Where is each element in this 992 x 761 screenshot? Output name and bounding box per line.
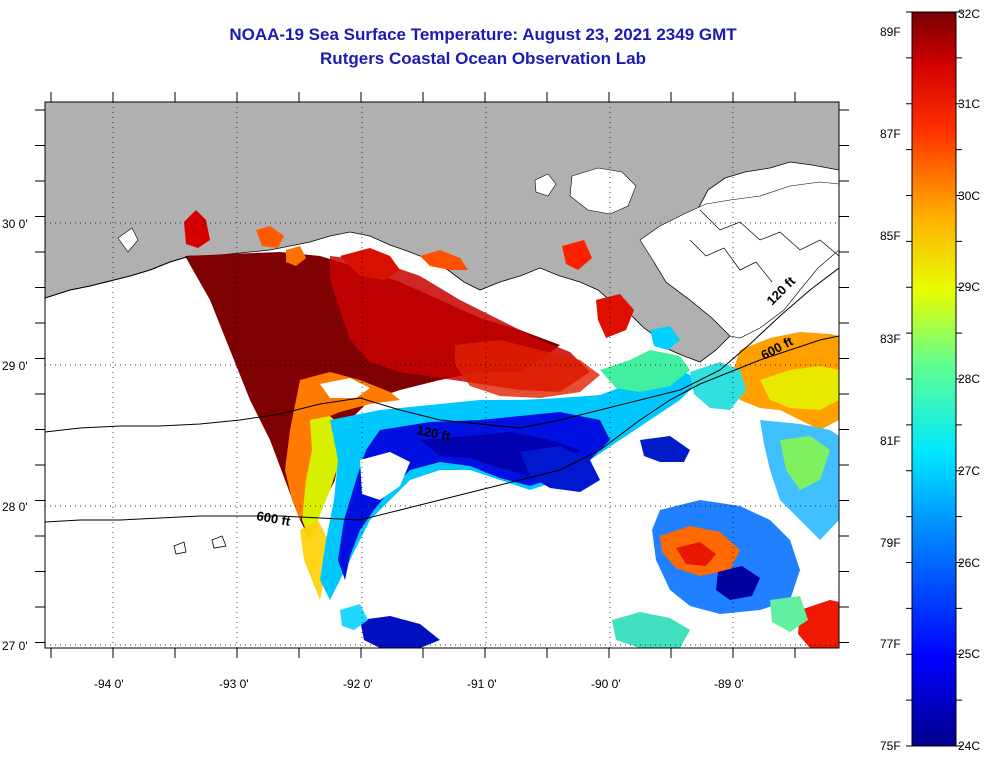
colorbar-f-label: 87F	[880, 127, 901, 141]
coastline	[699, 209, 839, 257]
colorbar-ticks	[906, 11, 962, 747]
colorbar	[911, 11, 957, 747]
colorbar-c-label: 26C	[958, 556, 980, 570]
shoal	[173, 541, 187, 555]
cloud-gap	[360, 452, 410, 500]
lake	[569, 167, 637, 215]
se-cyan	[612, 612, 690, 648]
colorbar-c-label: 32C	[958, 7, 980, 21]
contour-label: 600 ft	[255, 508, 292, 529]
blue-patch	[360, 616, 440, 648]
lake	[117, 227, 139, 253]
contour-120ft	[45, 267, 839, 433]
colorbar-c-label: 25C	[958, 647, 980, 661]
blue-patch	[640, 436, 690, 462]
lon-label: -93 0'	[219, 677, 249, 691]
lon-label: -94 0'	[94, 677, 124, 691]
colorbar-f-label: 77F	[880, 637, 901, 651]
lon-label: -90 0'	[591, 677, 621, 691]
se-navy	[716, 566, 760, 600]
lake	[534, 173, 557, 197]
east-yellow	[760, 366, 839, 410]
red-patch	[184, 210, 210, 248]
east-green	[780, 436, 830, 490]
orange-patch	[420, 250, 468, 270]
colorbar-f-label: 85F	[880, 229, 901, 243]
contour-label: 120 ft	[415, 422, 452, 444]
lon-label: -91 0'	[467, 677, 497, 691]
orange-patch	[286, 246, 306, 266]
yellow-fringe	[302, 416, 345, 540]
east-cyan	[690, 362, 746, 410]
lon-label: -89 0'	[714, 677, 744, 691]
colorbar-c-label: 28C	[958, 372, 980, 386]
lat-label: 30 0'	[2, 217, 28, 231]
shoal	[211, 535, 227, 549]
frame-ticks	[35, 92, 849, 658]
cloud-gap	[600, 470, 650, 498]
colorbar-f-label: 83F	[880, 332, 901, 346]
lat-label: 27 0'	[2, 639, 28, 653]
se-red	[798, 600, 839, 648]
map-frame	[44, 101, 840, 649]
blue-patch	[520, 446, 600, 492]
contour-120ft	[45, 255, 191, 299]
red-patch	[340, 248, 400, 280]
graticule	[45, 102, 839, 648]
colorbar-c-label: 31C	[958, 97, 980, 111]
colorbar-c-label: 24C	[958, 739, 980, 753]
colorbar-c-label: 27C	[958, 464, 980, 478]
colorbar-c-label: 29C	[958, 280, 980, 294]
colorbar-f-label: 75F	[880, 739, 901, 753]
colorbar-c-label: 30C	[958, 189, 980, 203]
map-subtitle: Rutgers Coastal Ocean Observation Lab	[320, 49, 646, 68]
green-patch	[600, 350, 690, 392]
red-patch	[596, 294, 634, 338]
lat-label: 28 0'	[2, 500, 28, 514]
lon-label: -92 0'	[343, 677, 373, 691]
colorbar-f-label: 89F	[880, 25, 901, 39]
map-title: NOAA-19 Sea Surface Temperature: August …	[229, 25, 737, 44]
se-green	[770, 596, 808, 632]
red-band	[455, 340, 600, 398]
coastline	[689, 239, 773, 283]
orange-patch	[256, 226, 284, 248]
lat-label: 29 0'	[2, 359, 28, 373]
se-red	[676, 542, 716, 566]
delta-marsh	[639, 181, 839, 339]
colorbar-f-label: 79F	[880, 536, 901, 550]
cyan-patch	[650, 326, 680, 350]
contour-600ft	[45, 335, 839, 523]
cloud-gap	[700, 450, 760, 490]
cloud-gap	[320, 378, 370, 398]
colorbar-f-label: 81F	[880, 434, 901, 448]
red-patch	[562, 240, 592, 270]
cyan-patch	[340, 604, 368, 630]
